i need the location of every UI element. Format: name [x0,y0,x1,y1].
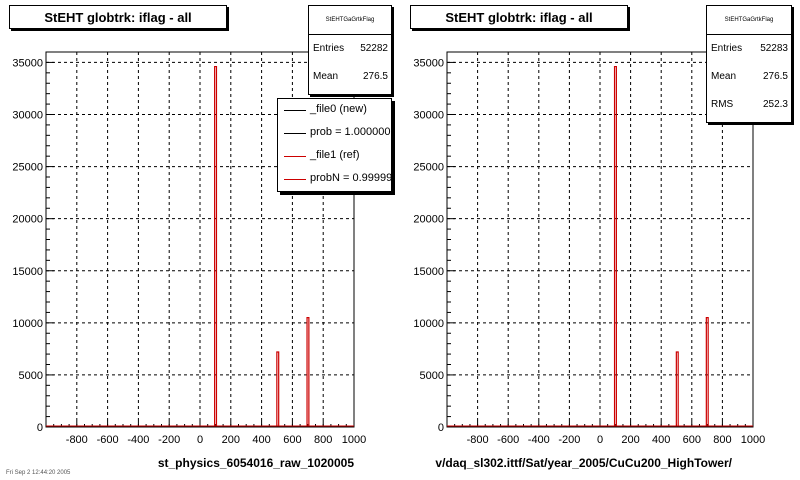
stats-value: 252.3 [762,99,788,110]
y-tick-label: 15000 [413,266,444,278]
stats-value: 52282 [360,43,388,54]
x-tick-label: -800 [467,434,489,446]
histogram-bar [276,351,280,426]
stats-title: StEHTGaGrtkFlag [707,6,791,35]
y-tick-label: 0 [37,422,43,434]
stats-label: Entries [711,43,743,54]
legend-label: probN = 0.999999 [310,172,392,184]
stats-row-entries: Entries 52282 [309,35,391,63]
y-tick-label: 35000 [12,57,43,69]
legend-entry: probN = 0.999999 [278,168,391,191]
legend-entry: _file1 (ref) [278,145,391,168]
legend-label: prob = 1.000000 [310,126,391,138]
histogram-bar [306,317,310,426]
legend-swatch [284,133,306,134]
y-tick-label: 5000 [19,370,43,382]
x-axis-label: st_physics_6054016_raw_1020005 [158,456,354,470]
stats-title: StEHTGaGrtkFlag [309,6,391,35]
y-tick-label: 15000 [12,266,43,278]
y-tick-label: 10000 [12,318,43,330]
stats-row-entries: Entries 52283 [707,35,791,63]
histogram-bar [705,317,709,426]
y-tick-label: 30000 [12,110,43,122]
legend-entry: _file0 (new) [278,99,391,122]
x-tick-label: -400 [127,434,149,446]
stats-label: RMS [711,99,734,110]
histogram-bar [675,351,679,426]
stats-value: 276.5 [762,71,788,82]
x-tick-label: 800 [713,434,731,446]
y-tick-label: 30000 [413,110,444,122]
legend-label: _file1 (ref) [310,149,360,161]
x-tick-label: -800 [66,434,88,446]
y-tick-label: 25000 [12,162,43,174]
legend: _file0 (new) prob = 1.000000 _file1 (ref… [277,98,392,192]
x-tick-label: 0 [597,434,603,446]
histogram-bar [214,65,218,426]
stats-row-mean: Mean 276.5 [707,63,791,91]
legend-entry: prob = 1.000000 [278,122,391,145]
stats-box: StEHTGaGrtkFlag Entries 52283 Mean 276.5… [706,5,792,123]
x-tick-label: 400 [252,434,270,446]
y-tick-label: 20000 [12,214,43,226]
y-tick-label: 35000 [413,57,444,69]
stats-row-mean: Mean 276.5 [309,63,391,91]
y-tick-label: 25000 [413,162,444,174]
right-chart: -800 -600 -400 -200 0 200 400 600 800 10000500010… [413,51,765,470]
y-tick-label: 0 [438,422,444,434]
x-tick-label: 200 [621,434,639,446]
stats-label: Mean [711,71,737,82]
chart-title: StEHT globtrk: iflag - all [410,5,628,29]
histogram-bar [613,65,617,426]
legend-swatch [284,179,306,180]
x-tick-label: 1000 [741,434,765,446]
x-tick-label: -200 [558,434,580,446]
left-pad: -800 -600 -400 -200 0 200 400 600 800 1000 0 5000 10… [6,5,392,476]
legend-label: _file0 (new) [310,103,367,115]
x-tick-label: -400 [528,434,550,446]
footer-timestamp: Fri Sep 2 12:44:20 2005 [6,470,71,476]
legend-swatch [284,110,306,111]
x-tick-label: 600 [283,434,301,446]
stats-label: Entries [313,43,345,54]
y-tick-label: 10000 [413,318,444,330]
x-tick-label: 200 [222,434,240,446]
left-chart: -800 -600 -400 -200 0 200 400 600 800 10000500010… [12,51,366,470]
stats-label: Mean [313,71,339,82]
x-tick-label: 0 [197,434,203,446]
x-tick-label: -600 [497,434,519,446]
y-tick-label: 20000 [413,214,444,226]
stats-box: StEHTGaGrtkFlag Entries 52282 Mean 276.5 [308,5,392,95]
x-tick-label: 1000 [342,434,366,446]
stats-value: 276.5 [362,71,388,82]
legend-swatch [284,156,306,157]
x-tick-label: 800 [314,434,332,446]
x-tick-label: 600 [683,434,701,446]
x-tick-label: -200 [158,434,180,446]
stats-value: 52283 [760,43,788,54]
y-tick-label: 5000 [420,370,444,382]
chart-title: StEHT globtrk: iflag - all [9,5,227,29]
right-pad: -800 -600 -400 -200 0 200 400 600 800 1000 0 5000 10… [400,0,800,480]
stats-row-rms: RMS 252.3 [707,91,791,119]
x-axis-label: v/daq_sl302.ittf/Sat/year_2005/CuCu200_H… [435,456,732,470]
x-tick-label: -600 [97,434,119,446]
x-tick-label: 400 [652,434,670,446]
